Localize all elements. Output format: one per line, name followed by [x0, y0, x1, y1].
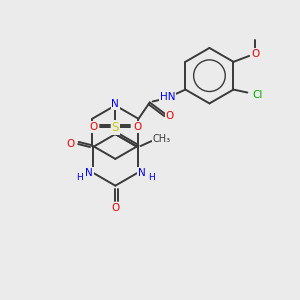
- Text: N: N: [85, 168, 93, 178]
- Text: O: O: [133, 122, 141, 132]
- Text: O: O: [111, 203, 119, 214]
- Text: CH₃: CH₃: [152, 134, 170, 144]
- Text: Cl: Cl: [252, 89, 262, 100]
- Text: O: O: [165, 111, 174, 121]
- Text: N: N: [138, 168, 146, 178]
- Text: HN: HN: [160, 92, 175, 103]
- Text: O: O: [66, 139, 74, 149]
- Text: S: S: [112, 121, 119, 134]
- Text: N: N: [111, 99, 119, 110]
- Text: H: H: [76, 173, 83, 182]
- Text: H: H: [148, 173, 155, 182]
- Text: O: O: [251, 49, 260, 59]
- Text: O: O: [89, 122, 98, 132]
